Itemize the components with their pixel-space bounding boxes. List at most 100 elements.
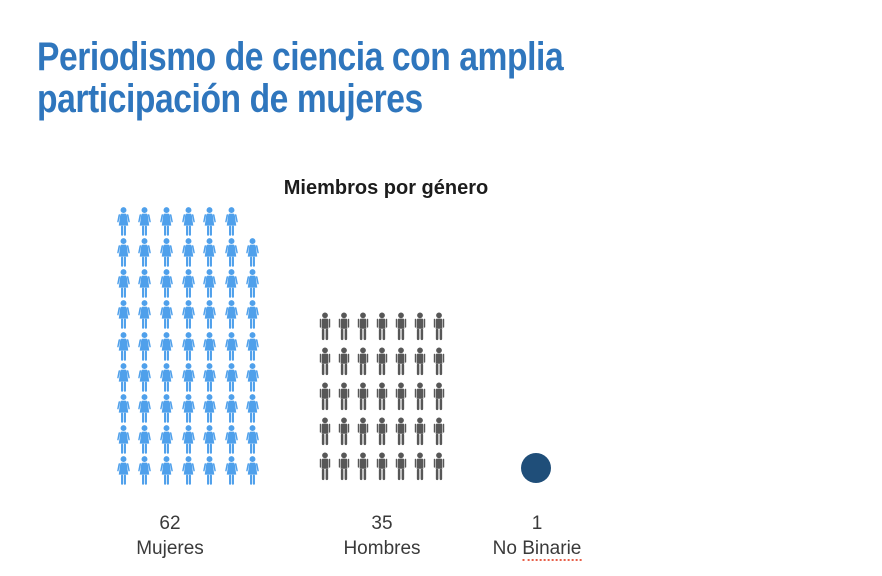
male-icon <box>335 416 353 449</box>
male-icon <box>392 416 410 449</box>
female-icon <box>114 425 133 455</box>
male-icon <box>430 416 448 449</box>
female-icon <box>200 425 219 455</box>
male-icon <box>392 346 410 379</box>
female-icon <box>157 207 176 237</box>
spellcheck-underlined-word: Binarie <box>522 538 582 561</box>
male-icon <box>373 346 391 379</box>
female-icon <box>157 269 176 299</box>
female-icon <box>222 394 241 424</box>
female-icon <box>200 207 219 237</box>
male-icon <box>411 451 429 484</box>
female-icon <box>222 425 241 455</box>
male-icon <box>316 416 334 449</box>
female-icon <box>243 332 262 362</box>
female-icon <box>200 363 219 393</box>
male-icon <box>373 311 391 344</box>
female-icon <box>243 425 262 455</box>
male-icon <box>373 381 391 414</box>
female-icon <box>179 394 198 424</box>
female-icon <box>157 363 176 393</box>
female-icon <box>135 269 154 299</box>
male-icon <box>354 451 372 484</box>
male-icon <box>411 416 429 449</box>
male-icon <box>316 381 334 414</box>
male-icon <box>354 381 372 414</box>
male-icon <box>354 346 372 379</box>
female-icon <box>135 456 154 486</box>
female-icon <box>222 456 241 486</box>
female-icon <box>222 207 241 237</box>
male-icon <box>392 311 410 344</box>
female-icon <box>114 269 133 299</box>
female-icon <box>179 332 198 362</box>
label-hombres: 35 Hombres <box>343 511 420 561</box>
female-icon <box>157 332 176 362</box>
category-no-binarie: No Binarie <box>492 538 582 561</box>
female-icon <box>243 394 262 424</box>
male-icon <box>335 346 353 379</box>
female-icon <box>200 394 219 424</box>
female-icon <box>243 300 262 330</box>
page-title-line-1: Periodismo de ciencia con amplia <box>37 35 564 79</box>
male-icon <box>411 311 429 344</box>
value-mujeres: 62 <box>159 513 181 534</box>
male-icon <box>316 346 334 379</box>
female-icon <box>200 456 219 486</box>
page-title-line-2: participación de mujeres <box>37 77 423 121</box>
male-icon <box>392 381 410 414</box>
female-icon <box>200 238 219 268</box>
male-icon <box>430 346 448 379</box>
male-icon <box>354 311 372 344</box>
value-hombres: 35 <box>371 513 393 534</box>
female-icon <box>243 456 262 486</box>
male-icon <box>430 311 448 344</box>
female-icon <box>243 269 262 299</box>
female-icon <box>114 238 133 268</box>
female-icon <box>114 363 133 393</box>
female-icon <box>135 394 154 424</box>
female-icon <box>243 363 262 393</box>
female-icon <box>179 425 198 455</box>
female-icon <box>222 269 241 299</box>
female-icon <box>179 363 198 393</box>
male-icon <box>373 451 391 484</box>
female-icon <box>179 269 198 299</box>
label-mujeres: 62 Mujeres <box>136 511 204 561</box>
filled-circle-icon <box>521 453 551 483</box>
female-icon <box>135 207 154 237</box>
male-icon <box>373 416 391 449</box>
hombres-icon-grid <box>316 308 449 483</box>
female-icon <box>135 363 154 393</box>
female-icon <box>200 269 219 299</box>
female-icon <box>135 300 154 330</box>
label-no-binarie: 1 No Binarie <box>493 511 582 561</box>
female-icon <box>222 363 241 393</box>
female-icon <box>114 300 133 330</box>
male-icon <box>316 311 334 344</box>
female-icon <box>157 394 176 424</box>
female-icon <box>135 238 154 268</box>
female-icon <box>157 238 176 268</box>
male-icon <box>335 381 353 414</box>
female-icon <box>157 425 176 455</box>
female-icon <box>114 456 133 486</box>
female-icon <box>200 332 219 362</box>
female-icon <box>179 238 198 268</box>
value-no-binarie: 1 <box>531 513 543 534</box>
category-hombres: Hombres <box>343 538 421 559</box>
female-icon <box>179 207 198 237</box>
female-icon <box>114 207 133 237</box>
male-icon <box>316 451 334 484</box>
female-icon <box>222 300 241 330</box>
male-icon <box>430 451 448 484</box>
male-icon <box>430 381 448 414</box>
male-icon <box>392 451 410 484</box>
chart-title: Miembros por género <box>283 177 489 199</box>
female-icon <box>135 332 154 362</box>
female-icon <box>114 332 133 362</box>
male-icon <box>335 311 353 344</box>
male-icon <box>411 381 429 414</box>
female-icon <box>135 425 154 455</box>
